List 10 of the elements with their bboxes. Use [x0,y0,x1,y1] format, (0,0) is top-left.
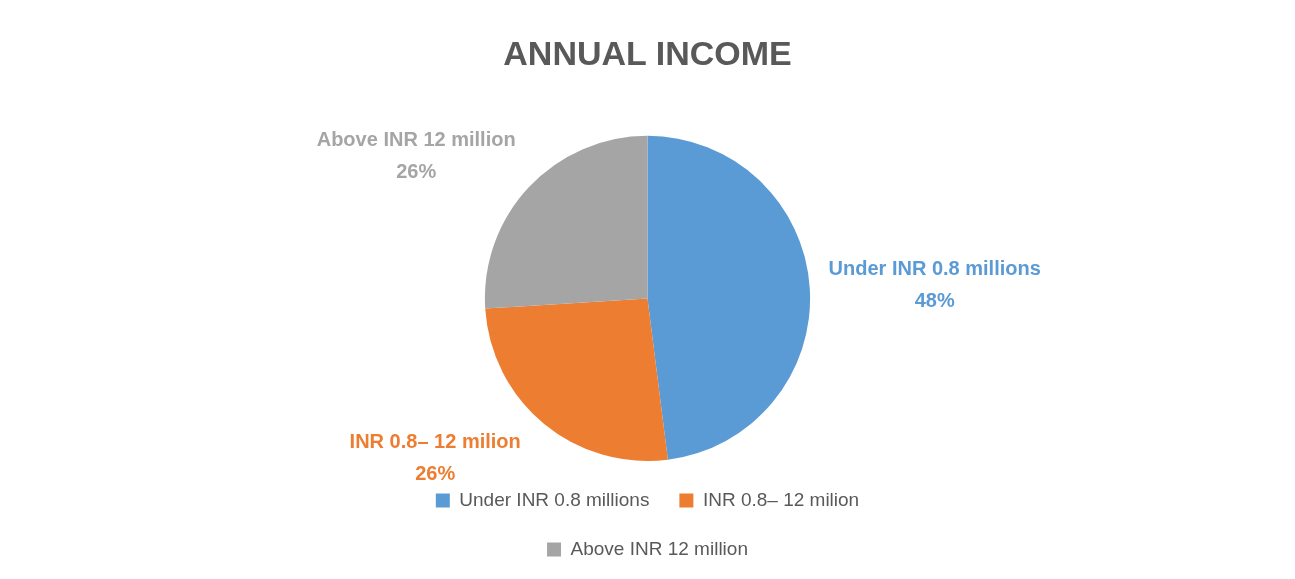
slice-label: Under INR 0.8 millions [828,256,1041,279]
data-label: 26% [415,461,456,484]
legend-label: INR 0.8– 12 milion [702,488,860,510]
slice-label: INR 0.8– 12 milion [349,429,521,452]
data-label: 26% [396,159,437,182]
legend-label: Under INR 0.8 millions [459,488,650,510]
chart-title: ANNUAL INCOME [503,33,792,72]
legend-label: Above INR 12 million [570,537,748,559]
slice-label: Above INR 12 million [316,127,516,150]
data-label: 48% [914,288,955,311]
